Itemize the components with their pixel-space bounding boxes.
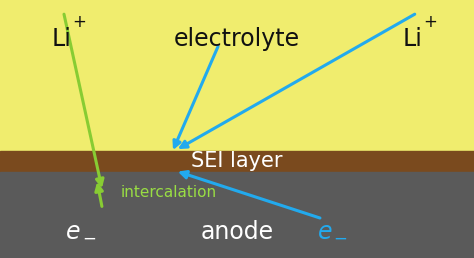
- Bar: [0, 172, 474, 258]
- Text: intercalation: intercalation: [121, 185, 217, 200]
- Text: e: e: [318, 220, 332, 244]
- Text: −: −: [82, 230, 96, 248]
- Text: Li: Li: [52, 27, 72, 51]
- Text: Li: Li: [402, 27, 422, 51]
- Text: +: +: [423, 13, 438, 31]
- Text: SEI layer: SEI layer: [191, 151, 283, 171]
- Bar: [0, 151, 474, 172]
- Bar: [0, 0, 474, 151]
- Text: e: e: [66, 220, 81, 244]
- Text: +: +: [73, 13, 87, 31]
- Text: electrolyte: electrolyte: [174, 27, 300, 51]
- Text: anode: anode: [201, 220, 273, 244]
- Text: −: −: [333, 230, 347, 248]
